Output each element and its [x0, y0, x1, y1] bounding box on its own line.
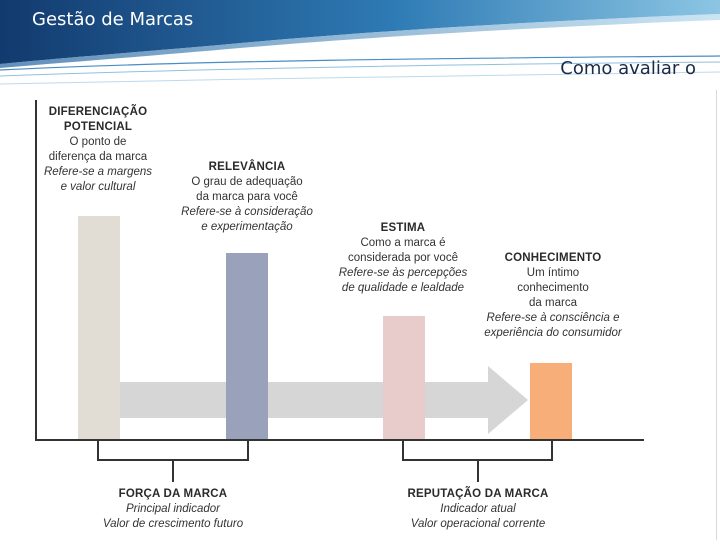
pillar-description: considerada por você — [348, 252, 458, 264]
pillar-relevancia-bar — [226, 253, 268, 440]
group-note: Valor operacional corrente — [410, 518, 546, 530]
slide-subtitle: Como avaliar o — [560, 58, 696, 79]
pillar-description: conhecimento — [517, 282, 589, 294]
pillar-note: Refere-se às percepções — [338, 267, 468, 279]
pillar-note: Refere-se à consideração — [181, 206, 313, 218]
pillar-estima-bar — [383, 316, 425, 440]
pillar-heading: POTENCIAL — [63, 121, 133, 133]
group-description: Principal indicador — [126, 503, 220, 515]
group-note: Valor de crescimento futuro — [102, 518, 244, 530]
group-heading: FORÇA DA MARCA — [118, 488, 228, 500]
pillar-description: diferença da marca — [48, 151, 148, 163]
pillar-diferenciacao-label: DIFERENCIAÇÃO POTENCIAL O ponto de difer… — [38, 105, 158, 195]
pillar-note: e experimentação — [201, 221, 293, 233]
pillar-conhecimento-label: CONHECIMENTO Um íntimo conhecimento da m… — [478, 251, 628, 341]
pillar-description: da marca para você — [196, 191, 298, 203]
group-forca-label: FORÇA DA MARCA Principal indicador Valor… — [93, 487, 253, 532]
pillar-note: de qualidade e lealdade — [341, 282, 465, 294]
diagram-graphics — [35, 100, 644, 482]
flow-arrow — [120, 366, 528, 434]
pillar-note: Refere-se à consciência e — [486, 312, 620, 324]
pillar-diferenciacao-bar — [78, 216, 120, 440]
pillar-relevancia-label: RELEVÂNCIA O grau de adequação da marca … — [172, 160, 322, 235]
slide-title: Gestão de Marcas — [32, 9, 194, 30]
pillar-description: Um íntimo — [526, 267, 580, 279]
pillar-heading: DIFERENCIAÇÃO — [48, 106, 148, 118]
pillar-description: da marca — [529, 297, 577, 309]
pillar-conhecimento-bar — [530, 363, 572, 440]
pillar-heading: RELEVÂNCIA — [208, 161, 286, 173]
pillar-note: Refere-se a margens — [43, 166, 153, 178]
group-heading: REPUTAÇÃO DA MARCA — [407, 488, 549, 500]
header-banner-graphic — [0, 0, 720, 85]
pillar-heading: ESTIMA — [380, 222, 426, 234]
pillar-note: experiência do consumidor — [484, 327, 622, 339]
pillar-description: O grau de adequação — [191, 176, 303, 188]
bracket-reputacao — [402, 441, 553, 482]
pillar-note: e valor cultural — [60, 181, 136, 193]
slide-header: Gestão de Marcas Como avaliar o — [0, 0, 720, 92]
bracket-forca — [97, 441, 249, 482]
pillar-description: O ponto de — [69, 136, 127, 148]
group-reputacao-label: REPUTAÇÃO DA MARCA Indicador atual Valor… — [393, 487, 563, 532]
pillar-heading: CONHECIMENTO — [504, 252, 602, 264]
pillar-estima-label: ESTIMA Como a marca é considerada por vo… — [333, 221, 473, 296]
group-description: Indicador atual — [440, 503, 516, 515]
brand-asset-diagram: DIFERENCIAÇÃO POTENCIAL O ponto de difer… — [0, 90, 717, 540]
pillar-description: Como a marca é — [360, 237, 446, 249]
